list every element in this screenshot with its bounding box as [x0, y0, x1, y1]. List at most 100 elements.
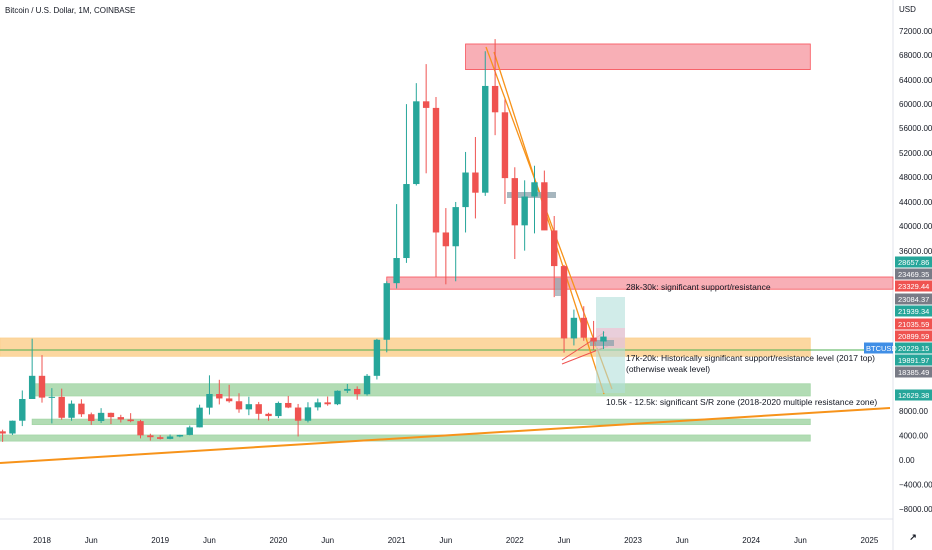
price-tag-bg — [895, 389, 932, 401]
y-tick-label: 44000.00 — [899, 198, 932, 207]
candle-body — [491, 85, 499, 113]
candle-body — [285, 402, 292, 408]
zone-4 — [31, 418, 811, 426]
candle-body — [354, 388, 361, 395]
range-box-current — [590, 340, 614, 346]
y-tick-label: 64000.00 — [899, 76, 932, 85]
price-tag-label: 21939.34 — [898, 307, 929, 316]
candle-body — [334, 390, 341, 405]
y-tick-label: 4000.00 — [899, 432, 928, 441]
candle-body — [68, 403, 75, 418]
tradingview-logo-icon[interactable]: ↗ — [909, 532, 917, 542]
annotation-1: 17k-20k: Historically significant suppor… — [626, 353, 875, 363]
candle-body — [422, 101, 430, 108]
candle-body — [472, 172, 479, 193]
exchange-label: COINBASE — [93, 6, 136, 15]
candle-body — [9, 420, 16, 434]
y-axis: USD 72000.00 68000.00 64000.00 60000.00 56000… — [899, 5, 932, 514]
symbol-tag-label: BTCUSD — [866, 344, 897, 353]
candle-body — [157, 437, 164, 439]
candle-body — [78, 403, 85, 415]
candle-body — [363, 375, 371, 395]
candle-body — [314, 402, 321, 408]
annotation-3: 10.5k - 12.5k: significant S/R zone (201… — [606, 397, 877, 407]
price-tag-label: 19891.97 — [898, 356, 929, 365]
candle-body — [235, 401, 243, 410]
candle-body — [137, 421, 144, 436]
price-tag-bg — [895, 280, 932, 292]
candle-body — [196, 407, 203, 428]
y-tick-label: 0.00 — [899, 456, 915, 465]
price-tag-label: 12629.38 — [898, 391, 929, 400]
price-tag-label: 21035.59 — [898, 320, 929, 329]
candle-body — [511, 178, 518, 226]
candle-body — [452, 207, 459, 247]
range-box-mid — [555, 278, 565, 296]
candle-body — [600, 336, 607, 342]
x-tick-label: Jun — [558, 536, 571, 545]
candle-body — [570, 317, 578, 339]
annotation-0: 28k-30k: significant support/resistance — [626, 282, 771, 292]
candle-body — [97, 412, 105, 422]
candle-body — [225, 398, 233, 402]
y-tick-label: 8000.00 — [899, 407, 928, 416]
x-tick-label: Jun — [321, 536, 334, 545]
x-tick-label: Jun — [794, 536, 807, 545]
price-tag-label: 23469.35 — [898, 270, 929, 279]
price-tag-label: 28657.86 — [898, 258, 929, 267]
candle-body — [186, 427, 193, 435]
candle-body — [403, 184, 410, 259]
candle-body — [0, 431, 6, 434]
annotation-2: (otherwise weak level) — [626, 364, 710, 374]
price-tag-bg — [895, 330, 932, 342]
interval-label: 1M — [78, 6, 90, 15]
x-tick-label: 2023 — [624, 536, 642, 545]
x-tick-label: 2020 — [270, 536, 288, 545]
candle-body — [88, 414, 95, 422]
zone-0 — [465, 43, 811, 71]
candle-body — [541, 182, 548, 231]
price-tag-label: 23329.44 — [898, 282, 929, 291]
candle-body — [147, 435, 154, 438]
candle-body — [531, 182, 538, 197]
x-tick-label: Jun — [85, 536, 98, 545]
candle-body — [590, 337, 597, 342]
candle-body — [176, 434, 184, 437]
candle-body — [344, 388, 351, 391]
candle-body — [38, 375, 46, 398]
y-tick-label: 48000.00 — [899, 173, 932, 182]
candle-body — [560, 266, 568, 339]
price-tag-bg — [895, 354, 932, 366]
candle-body — [432, 107, 440, 233]
candle-body — [580, 317, 587, 338]
candle-body — [255, 404, 262, 414]
y-tick-label: 56000.00 — [899, 124, 932, 133]
candle-body — [324, 402, 331, 405]
x-tick-label: Jun — [203, 536, 216, 545]
price-tag-bg — [895, 366, 932, 378]
y-tick-label: 60000.00 — [899, 100, 932, 109]
x-tick-label: 2019 — [151, 536, 169, 545]
y-tick-label: 40000.00 — [899, 222, 932, 231]
candle-body — [373, 339, 381, 376]
candle-body — [28, 375, 36, 399]
candle-body — [107, 412, 115, 418]
chart-title: Bitcoin / U.S. Dollar, 1M, COINBASE — [5, 6, 136, 15]
candle-body — [521, 196, 528, 226]
price-tag-bg — [895, 318, 932, 330]
candle-body — [245, 404, 253, 410]
price-tag-label: 20229.15 — [898, 344, 929, 353]
channel-line-upper — [485, 46, 613, 390]
y-tick-label: −4000.00 — [899, 480, 932, 489]
candle-body — [501, 112, 509, 179]
price-tag-label: 20899.59 — [898, 332, 929, 341]
annotations-layer: 28k-30k: significant support/resistance 1… — [606, 282, 877, 407]
candle-body — [265, 413, 272, 417]
x-tick-label: 2018 — [33, 536, 51, 545]
candle-body — [58, 396, 65, 418]
price-tag-label: 18385.49 — [898, 368, 929, 377]
candle-body — [304, 407, 312, 421]
y-tick-label: 36000.00 — [899, 247, 932, 256]
x-tick-label: 2024 — [742, 536, 760, 545]
